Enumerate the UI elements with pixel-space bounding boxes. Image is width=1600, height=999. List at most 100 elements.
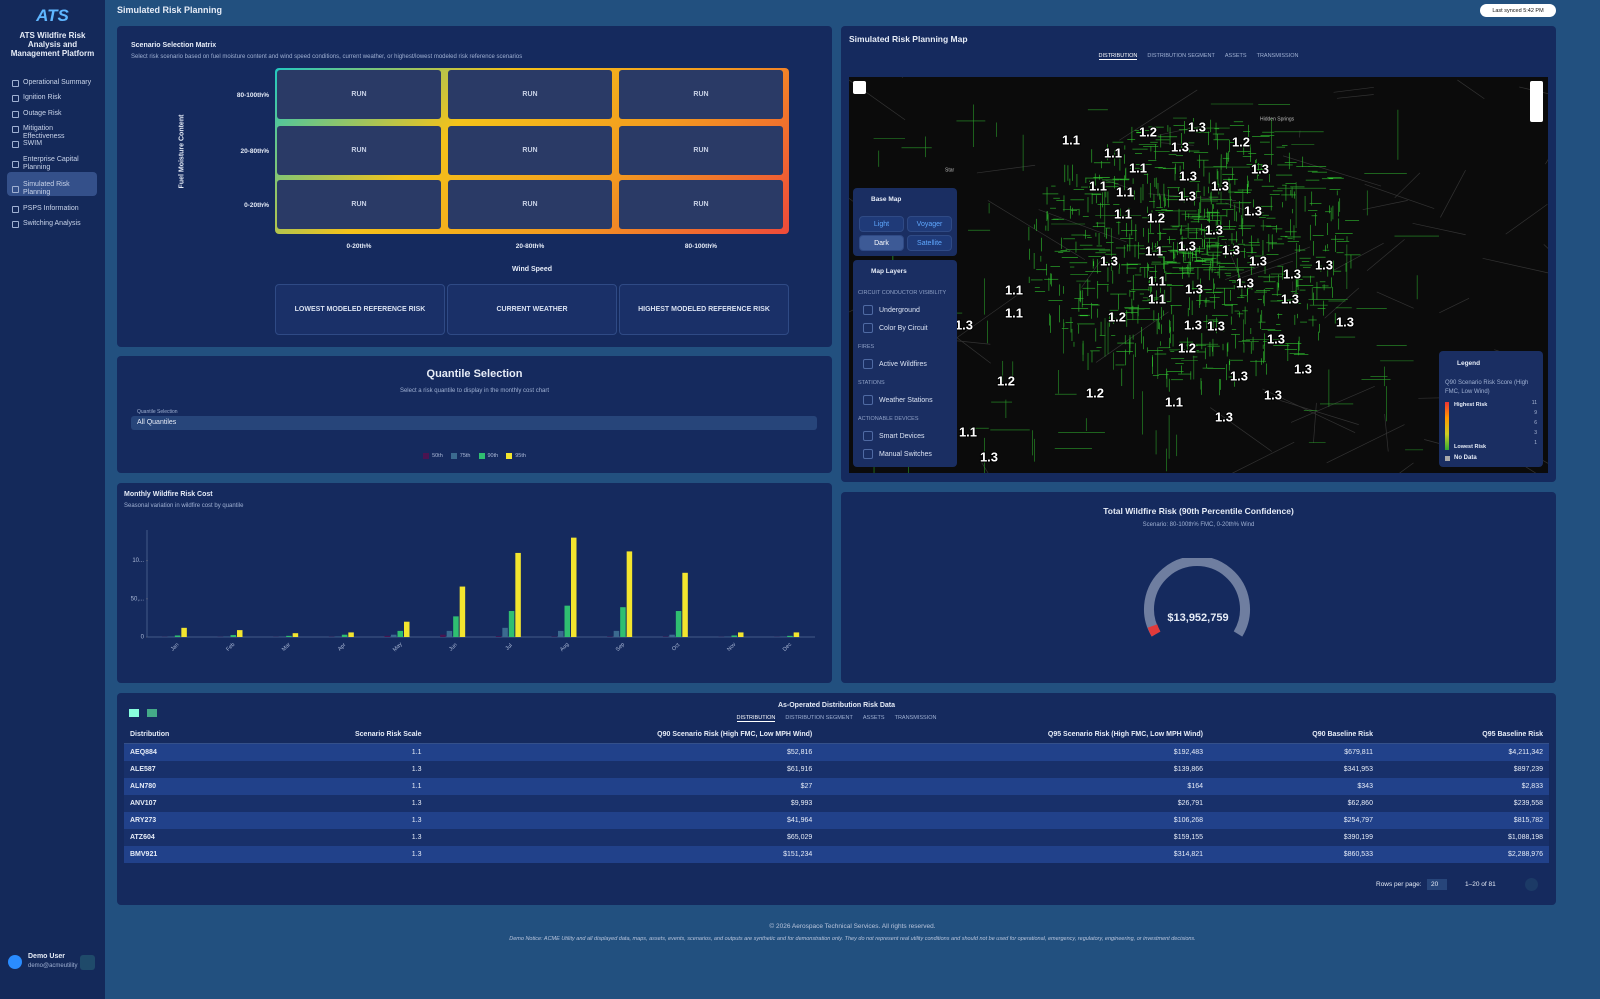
tab[interactable]: TRANSMISSION [1256, 53, 1299, 59]
legend-tick: 6 [1534, 420, 1537, 426]
nav-item[interactable]: Outage Risk [23, 110, 62, 117]
avatar [8, 955, 22, 969]
table-cell: AEQ884 [130, 749, 157, 756]
reference-button[interactable]: HIGHEST MODELED REFERENCE RISK [619, 284, 789, 335]
bar [286, 635, 292, 637]
total-subtitle: Scenario: 80-100th% FMC, 0-20th% Wind [1142, 522, 1255, 528]
run-cell[interactable]: RUN [277, 70, 441, 119]
table-cell: $65,029 [786, 834, 813, 841]
legend-tick: 11 [1531, 400, 1537, 406]
zoom-controls[interactable] [1530, 81, 1543, 122]
layer-toggle[interactable]: Color By Circuit [863, 323, 928, 333]
bar [613, 630, 620, 637]
table-wrap: Distribution Scenario Risk Scale Q90 Scena… [124, 726, 1549, 872]
tab[interactable]: ASSETS [862, 715, 885, 721]
legend-item[interactable]: 50th [423, 453, 443, 459]
tab[interactable]: DISTRIBUTION [736, 715, 776, 722]
gauge [1144, 558, 1250, 637]
road [1290, 386, 1375, 423]
road [1231, 441, 1295, 473]
table-cell: $390,199 [1343, 834, 1373, 841]
run-cell[interactable]: RUN [619, 126, 783, 175]
nav-item[interactable]: Operational Summary [23, 79, 92, 86]
base-map-option[interactable]: Dark [859, 235, 904, 251]
tab[interactable]: ASSETS [1224, 53, 1247, 59]
table-cell: $2,833 [1521, 783, 1543, 790]
risk-label: 1.3 [1251, 161, 1269, 176]
bar [502, 627, 508, 637]
nav-item[interactable]: Simulated Risk Planning [23, 181, 70, 196]
next-page[interactable] [1525, 878, 1538, 891]
nav-icon [12, 186, 19, 193]
run-cell[interactable]: RUN [448, 180, 612, 229]
run-cell[interactable]: RUN [619, 70, 783, 119]
filter-button[interactable] [147, 709, 157, 717]
nav-icon [12, 126, 19, 133]
quantile-select[interactable]: All Quantiles [131, 416, 817, 430]
road [1505, 203, 1548, 235]
legend-item[interactable]: 75th [450, 453, 471, 459]
legend-no-data: No Data [1454, 455, 1477, 461]
layer-toggle[interactable]: Manual Switches [863, 449, 932, 459]
layer-toggle[interactable]: Active Wildfires [863, 359, 927, 369]
table-cell: $860,533 [1343, 851, 1373, 858]
legend-tick: 1 [1534, 440, 1537, 446]
bar [292, 633, 299, 637]
rows-per-page[interactable]: 20 [1427, 879, 1447, 890]
road [1333, 242, 1384, 271]
run-cell[interactable]: RUN [277, 180, 441, 229]
gauge-fill [1147, 624, 1161, 637]
run-cell[interactable]: RUN [277, 126, 441, 175]
base-map-option[interactable]: Voyager [907, 216, 952, 232]
nav-item[interactable]: SWIM [23, 140, 43, 147]
logout-button[interactable] [80, 955, 95, 970]
layer-toggle[interactable]: Smart Devices [863, 431, 925, 441]
x-tick-label: Nov [726, 642, 737, 653]
run-cell[interactable]: RUN [619, 180, 783, 229]
nav-item[interactable]: Mitigation Effectiveness [23, 125, 65, 140]
bar [787, 635, 793, 637]
column-header[interactable]: Distribution [124, 726, 244, 744]
tab[interactable]: DISTRIBUTION SEGMENT [1147, 53, 1215, 59]
nav-item[interactable]: Ignition Risk [23, 94, 62, 101]
table-row: ATZ604 1.3 $65,029 $159,155 $390,199 $1,088,1… [124, 829, 1549, 846]
column-header[interactable]: Q95 Scenario Risk (High FMC, Low MPH Win… [818, 726, 1209, 744]
nav-item[interactable]: PSPS Information [23, 205, 79, 212]
risk-label: 1.3 [1294, 361, 1312, 376]
columns-button[interactable] [129, 709, 139, 717]
user-email: demo@acmeutility [28, 963, 78, 969]
base-map-option[interactable]: Satellite [907, 235, 952, 251]
table-cell: $62,860 [1347, 800, 1373, 807]
column-header[interactable]: Q95 Baseline Risk [1378, 726, 1549, 744]
nav-icon [12, 206, 19, 213]
run-cell[interactable]: RUN [448, 126, 612, 175]
road [1412, 222, 1466, 236]
column-header[interactable]: Q90 Scenario Risk (High FMC, Low MPH Win… [427, 726, 819, 744]
legend-item[interactable]: 90th [478, 453, 498, 459]
bar [459, 586, 466, 637]
base-map-option[interactable]: Light [859, 216, 904, 232]
layer-toggle[interactable]: Underground [863, 305, 920, 315]
road [1241, 260, 1294, 279]
layer-toggle[interactable]: Weather Stations [863, 395, 933, 405]
x-tick-label: Jul [505, 643, 514, 652]
reference-button[interactable]: LOWEST MODELED REFERENCE RISK [275, 284, 445, 335]
base-map-title: Base Map [871, 196, 902, 203]
table-cell: $27 [800, 783, 813, 790]
road [1394, 172, 1421, 199]
column-header[interactable]: Q90 Baseline Risk [1209, 726, 1379, 744]
tab[interactable]: DISTRIBUTION SEGMENT [785, 715, 853, 721]
run-cell[interactable]: RUN [448, 70, 612, 119]
fullscreen-button[interactable] [853, 81, 866, 94]
reference-button[interactable]: CURRENT WEATHER [447, 284, 617, 335]
tab[interactable]: TRANSMISSION [894, 715, 937, 721]
legend-item[interactable]: 95th [506, 453, 526, 459]
tab[interactable]: DISTRIBUTION [1098, 53, 1138, 60]
nav-active [7, 172, 97, 196]
nav-item[interactable]: Enterprise Capital Planning [23, 156, 79, 171]
column-header[interactable]: Scenario Risk Scale [243, 726, 428, 744]
table-panel: As-Operated Distribution Risk Data DISTR… [117, 693, 1556, 905]
nav-item[interactable]: Switching Analysis [23, 220, 81, 227]
legend-title: Legend [1457, 360, 1481, 367]
